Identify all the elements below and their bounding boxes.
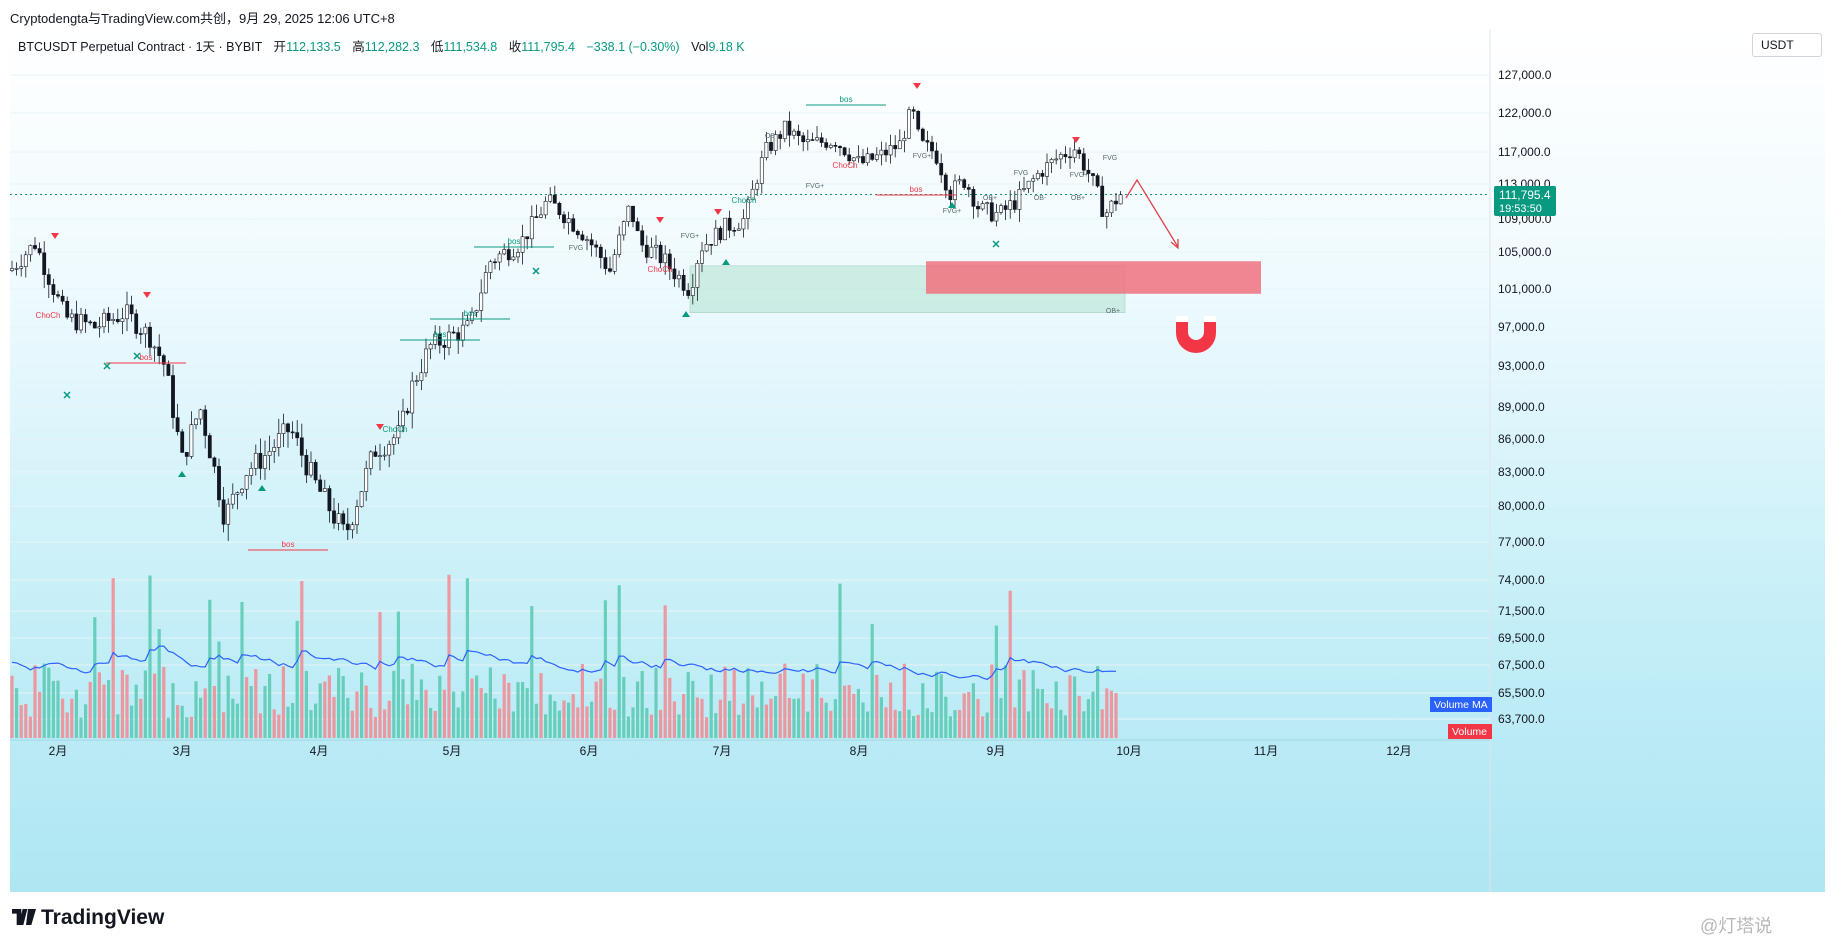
- tradingview-logo-icon: [12, 909, 36, 925]
- high-label: 高: [352, 40, 365, 54]
- symbol-title: BTCUSDT Perpetual Contract · 1天 · BYBIT: [18, 40, 263, 54]
- open-value: 112,133.5: [286, 40, 341, 54]
- brand-name: TradingView: [41, 906, 165, 929]
- close-value: 111,795.4: [521, 40, 575, 54]
- vol-value: 9.18 K: [708, 40, 745, 54]
- low-value: 111,534.8: [443, 40, 498, 54]
- top-bar: Cryptodengta与TradingView.com共创，9月 29, 20…: [0, 0, 1835, 30]
- watermark: @灯塔说: [1700, 916, 1773, 936]
- chart-area[interactable]: [10, 30, 1825, 892]
- vol-label: Vol: [691, 40, 709, 54]
- footer: [0, 892, 1835, 951]
- open-label: 开: [273, 40, 287, 54]
- high-value: 112,282.3: [364, 40, 420, 54]
- close-label: 收: [508, 40, 522, 54]
- symbol-legend: BTCUSDT Perpetual Contract · 1天 · BYBIT …: [18, 36, 745, 55]
- tradingview-brand[interactable]: TradingView: [12, 906, 164, 930]
- low-label: 低: [430, 40, 444, 54]
- change-value: −338.1 (−0.30%): [586, 40, 680, 54]
- chart-caption: Cryptodengta与TradingView.com共创，9月 29, 20…: [10, 11, 395, 26]
- currency-button[interactable]: USDT: [1752, 33, 1822, 57]
